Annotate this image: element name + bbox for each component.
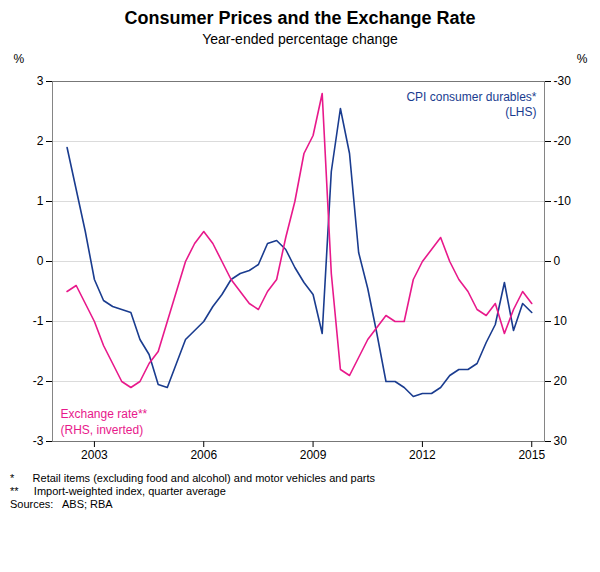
svg-text:-3: -3 [33, 434, 44, 448]
svg-text:%: % [14, 52, 25, 66]
svg-text:2015: 2015 [518, 448, 545, 462]
svg-text:30: 30 [554, 434, 568, 448]
svg-text:CPI consumer durables*(LHS): CPI consumer durables*(LHS) [406, 90, 536, 120]
svg-text:2: 2 [37, 134, 44, 148]
svg-text:3: 3 [37, 74, 44, 88]
svg-text:0: 0 [37, 254, 44, 268]
svg-text:2012: 2012 [409, 448, 436, 462]
svg-text:-1: -1 [33, 314, 44, 328]
svg-text:Exchange rate**(RHS, inverted): Exchange rate**(RHS, inverted) [61, 407, 148, 437]
svg-text:1: 1 [37, 194, 44, 208]
html-text:* Retail items (excluding food: * Retail items (excluding food and alcoh… [10, 472, 375, 484]
svg-text:-20: -20 [554, 134, 572, 148]
svg-text:2009: 2009 [300, 448, 327, 462]
html-text:** Import-weighted index, quar: ** Import-weighted index, quarter averag… [10, 485, 226, 497]
svg-text:-30: -30 [554, 74, 572, 88]
svg-text:0: 0 [554, 254, 561, 268]
svg-text:-10: -10 [554, 194, 572, 208]
html-text:Sources: ABS; RBA: Sources: ABS; RBA [10, 498, 113, 510]
svg-text:-2: -2 [33, 374, 44, 388]
html-text:Consumer Prices and the Exchan: Consumer Prices and the Exchange Rate [124, 8, 476, 28]
svg-text:2003: 2003 [81, 448, 108, 462]
svg-text:10: 10 [554, 314, 568, 328]
svg-text:2006: 2006 [190, 448, 217, 462]
html-text:Year-ended percentage change: Year-ended percentage change [202, 31, 398, 47]
svg-text:20: 20 [554, 374, 568, 388]
svg-text:%: % [577, 52, 588, 66]
